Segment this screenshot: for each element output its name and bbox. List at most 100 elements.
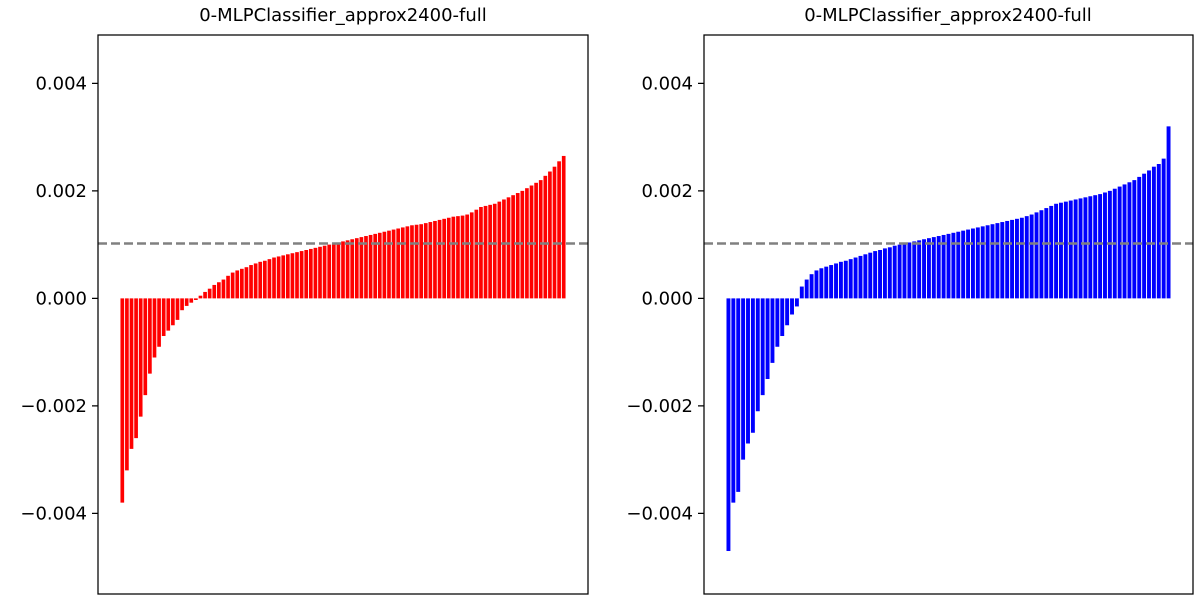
y-tick-label: 0.004 [35, 73, 87, 94]
bar [479, 207, 483, 299]
bar [1044, 208, 1049, 299]
bar [1156, 164, 1161, 299]
bar [391, 229, 396, 299]
bar [263, 260, 267, 299]
bar [731, 298, 736, 503]
bar [474, 209, 479, 299]
bar [1127, 182, 1132, 299]
bar [750, 298, 755, 433]
bar [552, 166, 557, 299]
bar [858, 255, 863, 299]
bar [414, 224, 419, 299]
chart-title: 0-MLPClassifier_approx2400-full [199, 5, 487, 26]
bar [1098, 194, 1103, 299]
bar [318, 246, 322, 299]
bar [506, 197, 511, 299]
bar [327, 244, 332, 299]
bar [469, 212, 474, 299]
bar [341, 241, 345, 299]
bar [217, 282, 221, 299]
bar [543, 175, 548, 299]
bar [161, 298, 166, 337]
bar [755, 298, 760, 412]
bar [741, 298, 746, 460]
bar [148, 298, 152, 374]
bar [359, 237, 364, 299]
chart-right: 0-MLPClassifier_approx2400-full −0.004 −0… [626, 5, 1194, 595]
bar [1063, 201, 1068, 299]
bar [912, 241, 917, 299]
bar [511, 195, 515, 299]
bar [272, 257, 276, 299]
y-tick-label: 0.004 [641, 73, 693, 94]
y-tick-label: −0.002 [20, 396, 87, 417]
bar [1117, 186, 1122, 299]
bar [460, 215, 465, 299]
bar [980, 226, 985, 299]
bar [1151, 166, 1156, 299]
bar [240, 268, 244, 299]
bar [244, 267, 249, 299]
plot-frame [97, 34, 589, 595]
bar [143, 298, 148, 396]
bar [853, 257, 858, 299]
bar [794, 298, 799, 307]
bar [295, 252, 299, 299]
bar [405, 226, 410, 299]
bar [423, 223, 428, 299]
bar [350, 239, 355, 299]
bar [819, 268, 824, 299]
bar [882, 248, 887, 299]
bar [892, 245, 897, 299]
bar [1029, 214, 1034, 299]
bar [848, 259, 853, 299]
bar [203, 291, 207, 299]
bar [368, 234, 373, 299]
bar [198, 295, 203, 299]
bar [917, 240, 922, 299]
bar [129, 298, 134, 449]
bar [931, 237, 936, 299]
bar [456, 216, 460, 299]
bar [226, 275, 230, 299]
bar [433, 220, 437, 299]
chart-title: 0-MLPClassifier_approx2400-full [804, 5, 1092, 26]
bar [765, 298, 770, 379]
bar [515, 193, 520, 299]
y-tick-label: −0.004 [626, 503, 693, 524]
bar [1019, 217, 1024, 299]
bar [267, 259, 272, 299]
bar [308, 248, 313, 299]
bar [775, 298, 780, 347]
bar [1059, 202, 1063, 299]
bar [1147, 170, 1151, 299]
y-tick-label: −0.002 [626, 396, 693, 417]
bar [1093, 195, 1098, 299]
bar [799, 286, 804, 299]
bar [1049, 205, 1054, 299]
bar [557, 161, 561, 299]
bar [1005, 220, 1010, 299]
bar [419, 224, 424, 299]
bar [529, 185, 534, 299]
bar [1142, 173, 1147, 299]
bar [345, 240, 350, 299]
bar [276, 256, 281, 299]
bar [961, 230, 966, 299]
plot-frame [703, 34, 1194, 595]
y-tick-label: 0.002 [35, 181, 87, 202]
bar [834, 263, 838, 299]
bar [502, 199, 506, 299]
bar [1039, 210, 1044, 299]
bar [780, 298, 785, 337]
bar [382, 231, 387, 299]
chart-left: 0-MLPClassifier_approx2400-full −0.004 −0… [20, 5, 589, 595]
bar [1073, 199, 1078, 299]
y-tick-label: −0.004 [20, 503, 87, 524]
bar [726, 298, 731, 552]
bar [387, 230, 391, 299]
bar [322, 245, 327, 299]
bar [804, 279, 809, 299]
bar-series [726, 126, 1171, 552]
bar [488, 204, 492, 299]
